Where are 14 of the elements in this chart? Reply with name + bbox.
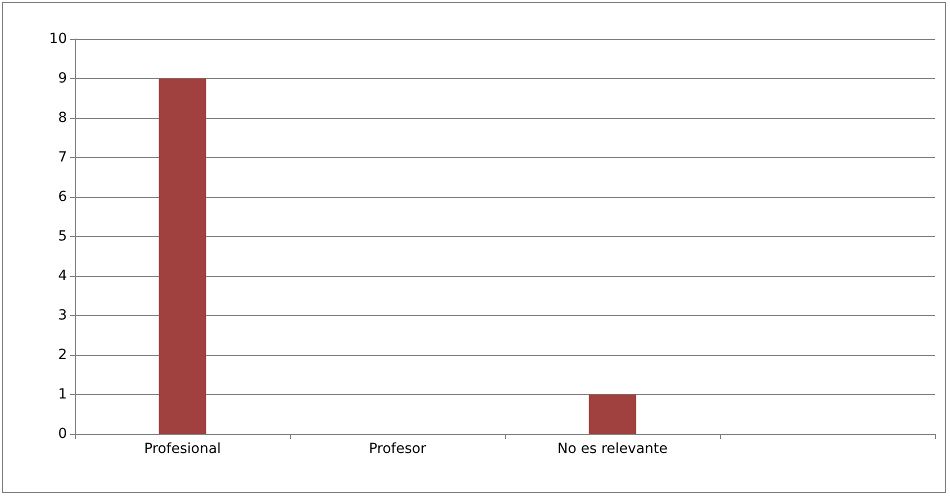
x-tick-label: Profesional <box>144 441 221 457</box>
y-tick-label: 1 <box>58 386 67 402</box>
y-tick-label: 4 <box>58 268 68 284</box>
y-tick-label: 3 <box>58 308 67 324</box>
y-tick-label: 10 <box>49 31 67 47</box>
y-tick-label: 0 <box>58 426 67 442</box>
y-tick-label: 5 <box>58 228 67 244</box>
y-tick-label: 7 <box>58 150 67 166</box>
y-tick-label: 9 <box>58 70 67 86</box>
y-tick-label: 6 <box>58 189 68 205</box>
y-tick-label: 2 <box>58 347 67 363</box>
x-tick-label: No es relevante <box>557 441 668 457</box>
x-tick-label: Profesor <box>368 441 426 457</box>
y-tick-label: 8 <box>58 110 67 126</box>
